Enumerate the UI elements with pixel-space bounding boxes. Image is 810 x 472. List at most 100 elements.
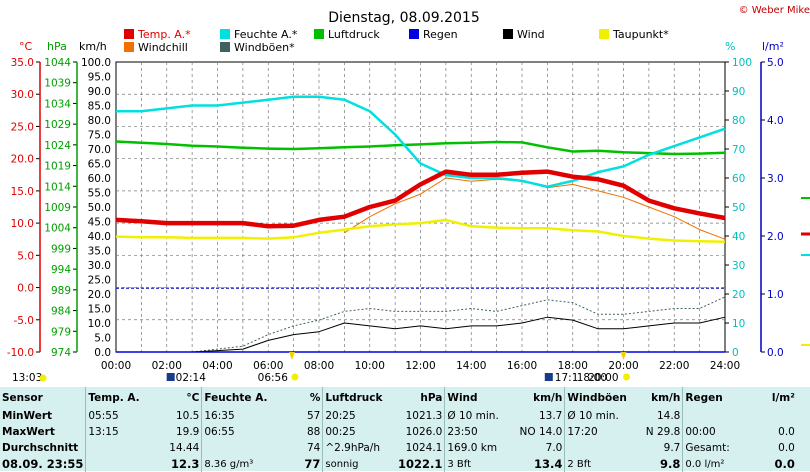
temp-tick-label: 15.0 bbox=[11, 186, 34, 198]
wind-tick-label: 15.0 bbox=[88, 304, 111, 316]
rain-tick-label: 5.0 bbox=[767, 57, 784, 69]
wind-tick-label: 85.0 bbox=[88, 101, 111, 113]
legend-swatch bbox=[503, 29, 513, 39]
legend-label: Windchill bbox=[138, 41, 188, 54]
avg-gust: 9.7 bbox=[663, 442, 681, 454]
avg-temp: 14.44 bbox=[169, 442, 200, 454]
max-wind-dir: NO 14.0 bbox=[519, 426, 563, 438]
row-label-now: 08.09. 23:55 bbox=[2, 457, 84, 471]
max-temp: 19.9 bbox=[175, 426, 200, 438]
wind-tick-label: 0.0 bbox=[94, 347, 111, 359]
hdr-hum: Feuchte A. bbox=[201, 387, 270, 408]
pressure-tick-label: 1044 bbox=[44, 57, 71, 69]
wind-tick-label: 90.0 bbox=[88, 86, 111, 98]
min-gust: 14.8 bbox=[656, 410, 681, 422]
wind-unit-label: km/h bbox=[79, 40, 107, 53]
min-rain bbox=[747, 408, 797, 424]
moonrise-icon bbox=[166, 373, 175, 381]
weather-chart: Dienstag, 08.09.2015 © Weber Mike Temp. … bbox=[7, 5, 810, 384]
moonrise-label: 02:14 bbox=[176, 372, 207, 384]
pressure-tick-label: 974 bbox=[51, 347, 71, 359]
legend-label: Feuchte A.* bbox=[234, 28, 298, 41]
avg-wind-dist: 169.0 km bbox=[444, 440, 509, 456]
pressure-tick-label: 1004 bbox=[44, 223, 71, 235]
pressure-tick-label: 979 bbox=[51, 326, 71, 338]
temp-tick-label: 20.0 bbox=[11, 154, 34, 166]
max-wind-time: 23:50 bbox=[444, 424, 509, 440]
x-tick-label: 16:00 bbox=[507, 360, 537, 372]
wind-tick-label: 20.0 bbox=[88, 289, 111, 301]
pressure-tick-label: 1009 bbox=[44, 202, 71, 214]
rain-tick-label: 1.0 bbox=[767, 289, 784, 301]
pressure-unit-label: hPa bbox=[47, 40, 67, 53]
x-tick-label: 08:00 bbox=[304, 360, 334, 372]
temp-unit-label: °C bbox=[19, 40, 33, 53]
hdr-wind: Wind bbox=[444, 387, 509, 408]
row-label-min: MinWert bbox=[2, 410, 53, 422]
min-temp-time: 05:55 bbox=[85, 408, 146, 424]
hdr-gust: Windböen bbox=[564, 387, 633, 408]
rain-tick-label: 4.0 bbox=[767, 115, 784, 127]
legend-swatch bbox=[314, 29, 324, 39]
humidity-tick-label: 90 bbox=[732, 86, 745, 98]
now-sun-icon bbox=[39, 374, 47, 382]
series-line-windb-en bbox=[116, 296, 726, 353]
min-temp: 10.5 bbox=[175, 410, 200, 422]
x-tick-label: 18:00 bbox=[558, 360, 588, 372]
avg-press: 1024.1 bbox=[405, 442, 443, 454]
max-temp-time: 13:15 bbox=[85, 424, 146, 440]
series-line-feuchte-a bbox=[116, 95, 726, 188]
wind-tick-label: 35.0 bbox=[88, 246, 111, 258]
x-tick-label: 12:00 bbox=[405, 360, 435, 372]
max-hum-time: 06:55 bbox=[201, 424, 270, 440]
wind-tick-label: 75.0 bbox=[88, 130, 111, 142]
chart-title: Dienstag, 08.09.2015 bbox=[328, 10, 479, 26]
pressure-tick-label: 1024 bbox=[44, 140, 71, 152]
humidity-tick-label: 100 bbox=[732, 57, 752, 69]
legend-swatch bbox=[409, 29, 419, 39]
credit-text: © Weber Mike bbox=[739, 5, 810, 16]
humidity-tick-label: 10 bbox=[732, 318, 745, 330]
x-tick-label: 02:00 bbox=[152, 360, 182, 372]
rain-tick-label: 0.0 bbox=[767, 347, 784, 359]
humidity-tick-label: 30 bbox=[732, 260, 745, 272]
now-temp: 12.3 bbox=[170, 457, 200, 471]
humidity-tick-label: 20 bbox=[732, 289, 745, 301]
legend: Temp. A.* Feuchte A.* Luftdruck Regen Wind Ta… bbox=[124, 28, 669, 54]
series-line-wind bbox=[116, 316, 726, 353]
hdr-rain-unit: l/m² bbox=[771, 391, 795, 404]
min-wind-label: Ø 10 min. bbox=[444, 408, 509, 424]
sunset-marker bbox=[620, 352, 627, 360]
humidity-tick-label: 80 bbox=[732, 115, 745, 127]
pressure-tick-label: 994 bbox=[51, 264, 71, 276]
legend-label: Wind bbox=[517, 28, 545, 41]
hdr-rain: Regen bbox=[682, 387, 747, 408]
hdr-wind-unit: km/h bbox=[533, 391, 563, 404]
wind-tick-label: 50.0 bbox=[88, 202, 111, 214]
wind-tick-label: 45.0 bbox=[88, 217, 111, 229]
rain-unit-label: l/m² bbox=[762, 40, 784, 53]
series-line-taupunkt bbox=[115, 218, 726, 244]
pressure-tick-label: 1029 bbox=[44, 119, 71, 131]
x-tick-label: 04:00 bbox=[202, 360, 232, 372]
legend-swatch bbox=[124, 29, 134, 39]
rain-tick-label: 2.0 bbox=[767, 231, 784, 243]
legend-swatch bbox=[220, 42, 230, 52]
min-press-time: 20:25 bbox=[322, 408, 391, 424]
x-tick-label: 22:00 bbox=[659, 360, 689, 372]
x-tick-label: 10:00 bbox=[355, 360, 385, 372]
stats-row-max: MaxWert 13:15 19.9 06:55 88 00:25 1026.0… bbox=[0, 424, 797, 440]
x-tick-label: 06:00 bbox=[253, 360, 283, 372]
pressure-tick-label: 1039 bbox=[44, 78, 71, 90]
humidity-unit-label: % bbox=[725, 40, 735, 53]
max-press-time: 00:25 bbox=[322, 424, 391, 440]
now-press: 1022.1 bbox=[397, 457, 443, 471]
legend-swatch bbox=[220, 29, 230, 39]
stats-row-now: 08.09. 23:55 12.3 8.36 g/m³ 77 sonnig 10… bbox=[0, 456, 797, 472]
humidity-tick-label: 0 bbox=[732, 347, 739, 359]
hdr-temp-unit: °C bbox=[186, 391, 200, 404]
min-rain-label bbox=[682, 408, 747, 424]
avg-rain: 0.0 bbox=[778, 442, 795, 454]
now-hum: 77 bbox=[304, 457, 321, 471]
legend-label: Windböen* bbox=[234, 41, 295, 54]
